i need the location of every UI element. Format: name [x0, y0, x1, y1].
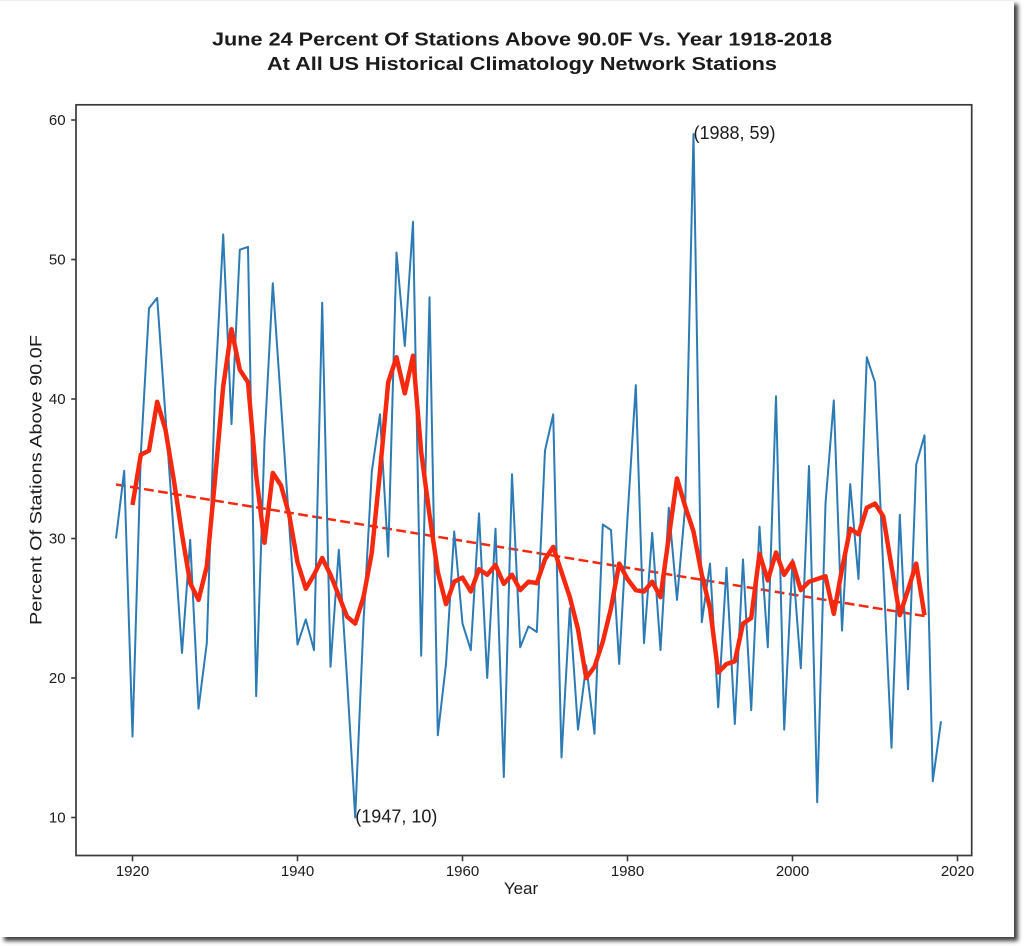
svg-text:20: 20 — [49, 670, 66, 687]
svg-text:June 24 Percent Of Stations Ab: June 24 Percent Of Stations Above 90.0F … — [212, 30, 832, 50]
svg-text:1940: 1940 — [281, 863, 314, 880]
svg-text:1980: 1980 — [611, 863, 644, 880]
svg-text:50: 50 — [49, 252, 66, 269]
svg-text:30: 30 — [49, 531, 66, 548]
svg-text:Percent Of Stations Above 90.0: Percent Of Stations Above 90.0F — [27, 335, 46, 625]
svg-text:2000: 2000 — [776, 863, 809, 880]
svg-text:40: 40 — [49, 391, 66, 408]
svg-text:At All US Historical Climatolo: At All US Historical Climatology Network… — [267, 54, 777, 74]
svg-text:60: 60 — [49, 112, 66, 129]
svg-text:(1988, 59): (1988, 59) — [694, 123, 776, 143]
svg-text:2020: 2020 — [941, 863, 974, 880]
svg-text:10: 10 — [49, 810, 66, 827]
svg-text:Year: Year — [504, 879, 539, 898]
svg-text:1960: 1960 — [446, 863, 479, 880]
svg-text:(1947, 10): (1947, 10) — [355, 806, 437, 826]
svg-text:1920: 1920 — [116, 863, 149, 880]
